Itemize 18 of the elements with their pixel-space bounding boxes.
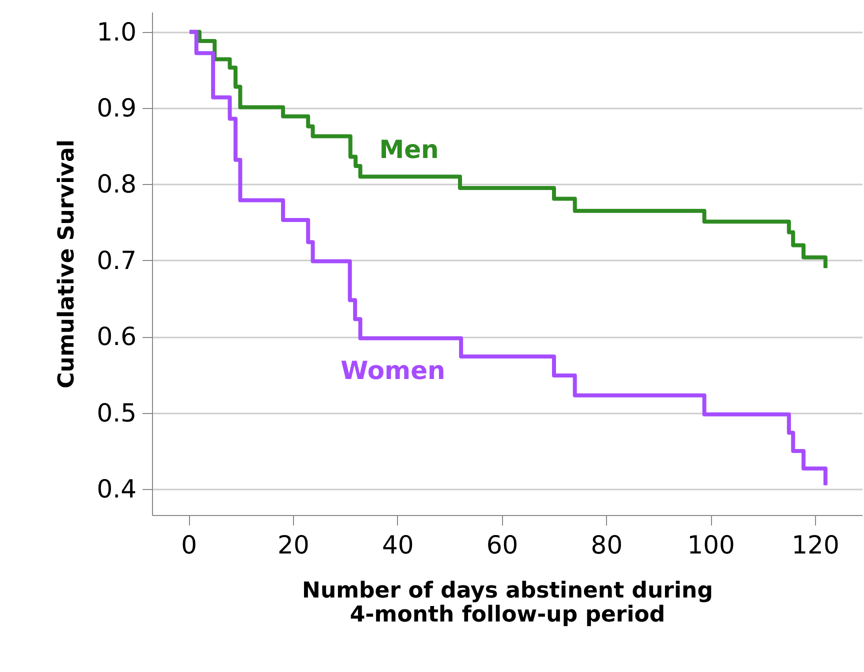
x-tick-label: 20 [278,530,310,560]
y-tick-label: 0.5 [96,398,136,428]
y-tick-label: 0.6 [96,322,136,352]
y-tick-label: 0.9 [96,94,136,123]
x-tick-label: 100 [687,530,735,560]
x-tick-label: 0 [181,530,197,560]
y-tick-label: 1.0 [96,17,136,46]
x-axis-title: Number of days abstinent during 4-month follow-up period [302,578,713,628]
x-tick-label: 40 [382,530,414,560]
y-axis-title: Cumulative Survival [54,140,80,388]
y-tick-label: 0.4 [96,474,136,504]
x-tick-label: 80 [590,530,623,560]
x-tick-label: 60 [486,530,518,560]
y-tick-label: 0.8 [96,170,136,199]
x-tick-label: 120 [792,530,840,560]
series-label: Men [379,135,439,164]
series-label: Women [340,356,446,385]
y-tick-label: 0.7 [96,246,136,275]
